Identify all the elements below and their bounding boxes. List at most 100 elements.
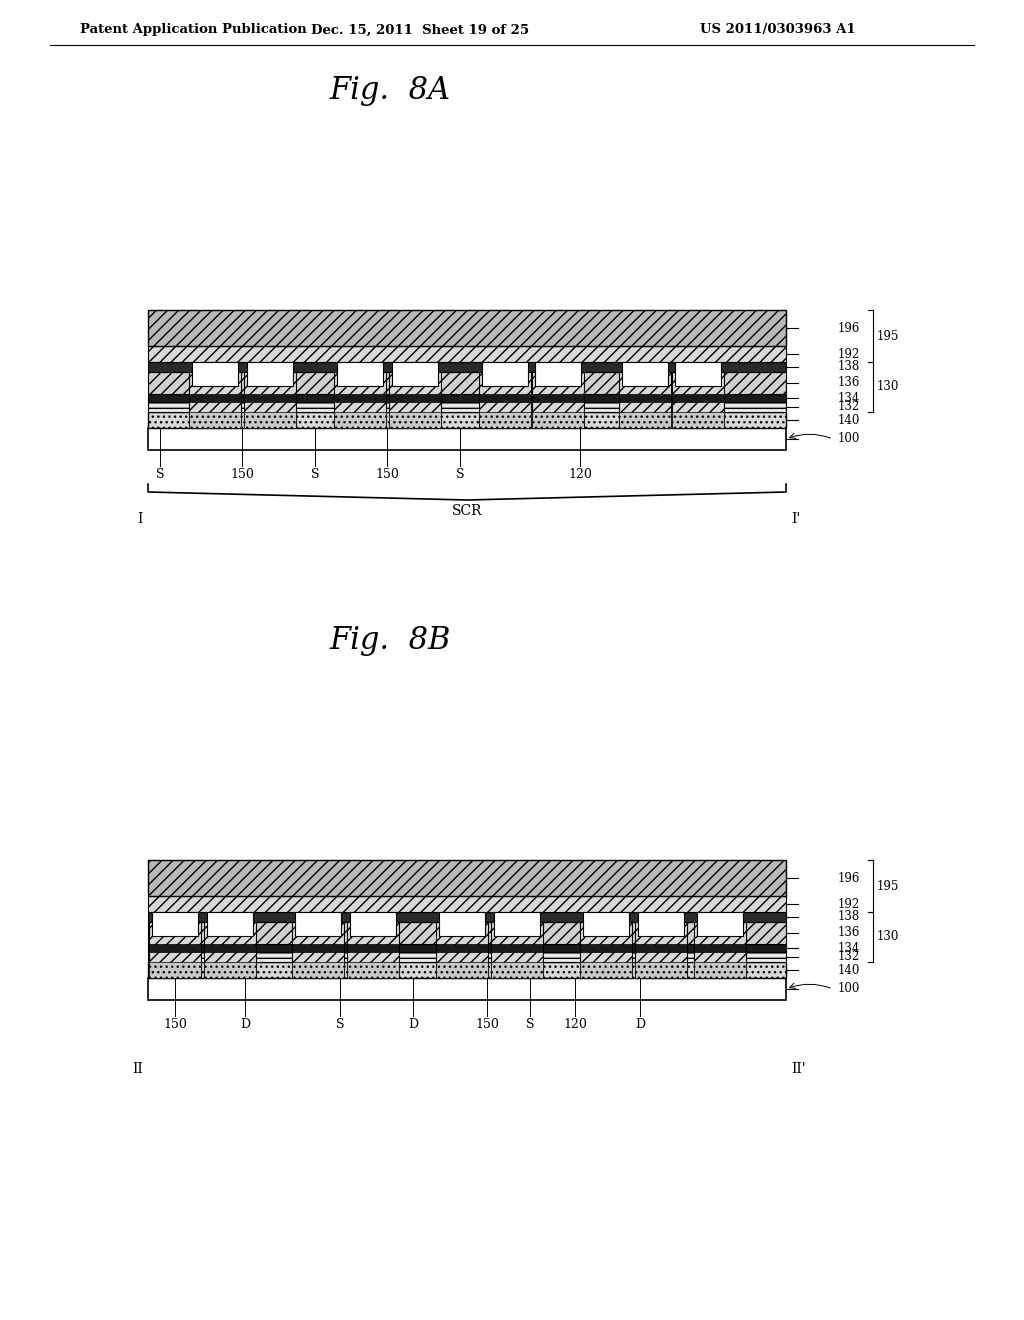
Bar bbox=[436, 944, 488, 952]
Text: 136: 136 bbox=[838, 927, 860, 940]
Text: D: D bbox=[635, 1018, 645, 1031]
Text: 134: 134 bbox=[838, 392, 860, 404]
Bar bbox=[580, 921, 632, 978]
Bar bbox=[148, 962, 786, 978]
Bar bbox=[148, 944, 786, 952]
Text: 138: 138 bbox=[838, 360, 860, 374]
Bar bbox=[244, 412, 296, 428]
Bar bbox=[148, 346, 786, 362]
Text: S: S bbox=[456, 469, 464, 480]
Text: D: D bbox=[408, 1018, 418, 1031]
Bar bbox=[347, 962, 399, 978]
Bar bbox=[635, 944, 687, 952]
Text: Dec. 15, 2011  Sheet 19 of 25: Dec. 15, 2011 Sheet 19 of 25 bbox=[311, 24, 529, 37]
Text: 134: 134 bbox=[838, 941, 860, 954]
Bar bbox=[638, 912, 684, 936]
Bar bbox=[148, 372, 786, 393]
Text: D: D bbox=[240, 1018, 250, 1031]
Bar bbox=[580, 962, 632, 978]
Bar bbox=[347, 921, 399, 978]
Text: S: S bbox=[310, 469, 319, 480]
Bar bbox=[532, 372, 584, 428]
Bar bbox=[148, 393, 786, 403]
Bar bbox=[618, 412, 671, 428]
Bar bbox=[436, 962, 488, 978]
Bar bbox=[148, 403, 786, 412]
Bar bbox=[292, 921, 344, 978]
Bar bbox=[334, 372, 386, 428]
Bar bbox=[207, 912, 253, 936]
Bar bbox=[148, 921, 786, 944]
Bar bbox=[189, 372, 241, 428]
Bar bbox=[247, 362, 293, 385]
Bar bbox=[148, 952, 786, 962]
Text: S: S bbox=[156, 469, 164, 480]
Bar bbox=[635, 962, 687, 978]
Text: Fig.  8A: Fig. 8A bbox=[330, 74, 451, 106]
Text: S: S bbox=[525, 1018, 535, 1031]
Bar bbox=[244, 393, 296, 403]
Bar bbox=[389, 372, 441, 428]
Bar bbox=[532, 412, 584, 428]
Text: 120: 120 bbox=[568, 469, 592, 480]
Text: 100: 100 bbox=[838, 982, 860, 995]
Text: I': I' bbox=[791, 512, 800, 525]
Bar bbox=[148, 861, 786, 896]
Bar bbox=[694, 921, 746, 978]
Text: 150: 150 bbox=[163, 1018, 187, 1031]
Text: 192: 192 bbox=[838, 898, 860, 911]
Bar bbox=[204, 962, 256, 978]
Text: II: II bbox=[132, 1063, 143, 1076]
Bar bbox=[295, 912, 341, 936]
Text: 120: 120 bbox=[563, 1018, 587, 1031]
Bar bbox=[697, 912, 743, 936]
Bar bbox=[479, 372, 531, 428]
Bar bbox=[482, 362, 528, 385]
Text: 132: 132 bbox=[838, 950, 860, 964]
Text: 150: 150 bbox=[375, 469, 399, 480]
Text: S: S bbox=[336, 1018, 344, 1031]
Bar bbox=[583, 912, 629, 936]
Bar bbox=[494, 912, 540, 936]
Bar bbox=[292, 944, 344, 952]
Bar bbox=[347, 944, 399, 952]
Bar bbox=[675, 362, 721, 385]
Text: 195: 195 bbox=[877, 330, 899, 342]
Bar bbox=[150, 962, 201, 978]
Bar bbox=[204, 944, 256, 952]
Text: 130: 130 bbox=[877, 931, 899, 944]
Bar bbox=[436, 921, 488, 978]
Bar bbox=[479, 412, 531, 428]
Bar bbox=[672, 412, 724, 428]
Bar bbox=[244, 372, 296, 428]
Text: 140: 140 bbox=[838, 413, 860, 426]
Bar bbox=[148, 310, 786, 346]
Bar bbox=[148, 428, 786, 450]
Bar bbox=[150, 921, 201, 978]
Text: 136: 136 bbox=[838, 376, 860, 389]
Bar bbox=[193, 362, 238, 385]
Bar bbox=[439, 912, 485, 936]
Bar bbox=[392, 362, 438, 385]
Bar bbox=[148, 978, 786, 1001]
Bar bbox=[334, 393, 386, 403]
Bar bbox=[535, 362, 581, 385]
Text: US 2011/0303963 A1: US 2011/0303963 A1 bbox=[700, 24, 856, 37]
Text: 100: 100 bbox=[838, 433, 860, 446]
Bar bbox=[389, 412, 441, 428]
Bar bbox=[618, 372, 671, 428]
Bar bbox=[479, 393, 531, 403]
Bar bbox=[490, 921, 543, 978]
Bar bbox=[189, 412, 241, 428]
Bar bbox=[490, 962, 543, 978]
Bar bbox=[148, 362, 786, 372]
Text: I: I bbox=[137, 512, 143, 525]
Bar bbox=[622, 362, 668, 385]
Bar bbox=[490, 944, 543, 952]
Bar bbox=[292, 962, 344, 978]
Bar bbox=[635, 921, 687, 978]
Bar bbox=[532, 393, 584, 403]
Text: Patent Application Publication: Patent Application Publication bbox=[80, 24, 307, 37]
Text: Fig.  8B: Fig. 8B bbox=[330, 624, 451, 656]
Text: SCR: SCR bbox=[452, 504, 482, 517]
